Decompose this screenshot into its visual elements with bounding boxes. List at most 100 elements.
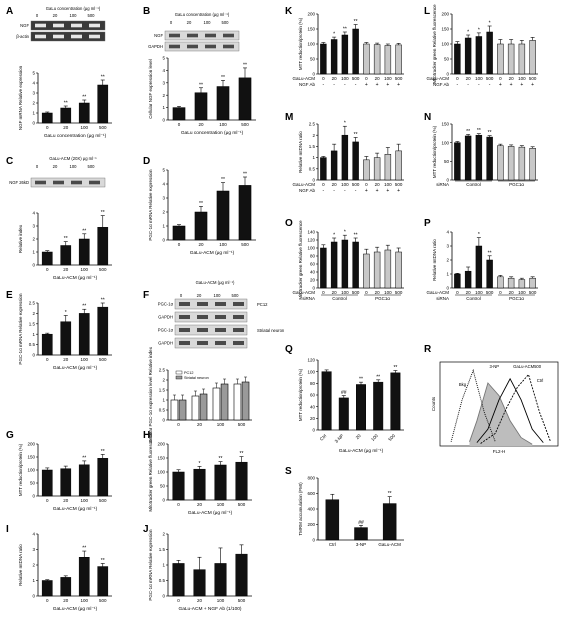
y-tick-label: 2 bbox=[32, 563, 35, 568]
x-tick-label: 500 bbox=[99, 357, 107, 362]
ab-mark: + bbox=[520, 82, 523, 88]
bar bbox=[214, 464, 227, 501]
significance-mark: ** bbox=[64, 236, 68, 242]
gel-strip bbox=[174, 298, 248, 310]
significance-mark: ** bbox=[376, 374, 380, 380]
ab-mark: - bbox=[344, 82, 346, 88]
series-label: Bkg bbox=[459, 382, 467, 387]
x-tick-label: 500 bbox=[395, 290, 403, 295]
bar bbox=[384, 153, 392, 181]
x-tick-label: 3-NP bbox=[334, 433, 345, 444]
y-tick-label: 1.5 bbox=[29, 321, 36, 326]
x-tick-label: 100 bbox=[341, 76, 349, 81]
x-tick-label: 100 bbox=[217, 422, 225, 427]
lane-label: 0 bbox=[170, 20, 173, 25]
ab-mark: - bbox=[323, 82, 325, 88]
lane-label: 100 bbox=[204, 20, 212, 25]
bar bbox=[199, 393, 208, 421]
ab-mark: + bbox=[499, 82, 502, 88]
x-tick-label: 3-NP bbox=[356, 542, 366, 547]
panel-letter: D bbox=[143, 156, 150, 167]
significance-mark: ** bbox=[82, 228, 86, 234]
y-axis-label: Relative mtDNA ratio bbox=[298, 131, 303, 173]
x-tick-label: 0 bbox=[499, 76, 502, 81]
gel-label: GAPDH bbox=[148, 44, 163, 49]
y-axis-label: PGC-1α mRNA Relative expression bbox=[148, 169, 153, 241]
x-tick-label: 500 bbox=[387, 433, 396, 442]
panel-e: E 0 0.5 1 1.5 2 2.5 PGC-1α mRNA Relative expres… bbox=[6, 290, 112, 371]
y-tick-label: 0 bbox=[312, 428, 315, 433]
significance-mark: * bbox=[333, 32, 335, 38]
y-axis-label: Cellular PGC-1α expression level Relativ… bbox=[148, 346, 153, 443]
gel-band bbox=[89, 180, 100, 185]
significance-mark: ** bbox=[354, 233, 358, 239]
series-label: GaLu-ACM500 bbox=[513, 364, 542, 369]
significance-mark: ** bbox=[101, 298, 105, 304]
row-label: GaLu-ACM bbox=[426, 290, 449, 295]
gel-strip bbox=[164, 41, 240, 52]
x-tick-label: 0 bbox=[456, 290, 459, 295]
gel-band bbox=[215, 315, 226, 319]
bar bbox=[172, 107, 186, 121]
bar bbox=[330, 150, 338, 181]
significance-mark: * bbox=[199, 461, 201, 467]
legend-swatch bbox=[175, 375, 183, 380]
x-tick-label: 100 bbox=[219, 122, 227, 127]
significance-mark: ** bbox=[343, 27, 347, 33]
bar bbox=[172, 563, 185, 597]
y-tick-label: 400 bbox=[307, 507, 315, 512]
gel-label: NGF bbox=[20, 23, 29, 28]
x-tick-label: 20 bbox=[198, 242, 204, 247]
panel-f: F 0 0.5 1 1.5 2 2.5 Cellular PGC-1α expression … bbox=[143, 280, 285, 443]
bar bbox=[60, 321, 72, 356]
gel-band bbox=[179, 341, 190, 345]
ab-mark: + bbox=[386, 82, 389, 88]
x-axis-label: GaLu-ACM (μg ml⁻¹) bbox=[53, 275, 98, 281]
gel-band bbox=[215, 302, 226, 306]
panel-letter: E bbox=[6, 290, 13, 301]
row-label: GaLu-ACM bbox=[292, 290, 315, 295]
bar bbox=[454, 43, 461, 75]
x-axis-label: GaLu-ACM (μg ml⁻¹) bbox=[53, 506, 98, 512]
y-axis-label: Cellular NGF expression level bbox=[148, 59, 153, 119]
group-label: Control bbox=[466, 296, 481, 301]
y-tick-label: 2 bbox=[162, 378, 165, 383]
gel-band bbox=[53, 34, 64, 39]
y-tick-label: 60 bbox=[310, 393, 316, 398]
panel-a: A 0 1 2 3 4 5 NGF mRNA Relative expression ** ** *… bbox=[6, 6, 112, 139]
ab-mark: - bbox=[457, 82, 459, 88]
gel-label: GAPDH bbox=[158, 315, 173, 320]
significance-mark: ** bbox=[82, 546, 86, 552]
ab-mark: - bbox=[333, 82, 335, 88]
y-tick-label: 3 bbox=[446, 244, 449, 249]
histogram-line bbox=[450, 368, 496, 442]
x-tick-label: 0 bbox=[178, 122, 181, 127]
gel-label: PGC-1α bbox=[158, 302, 174, 307]
y-tick-label: 0.5 bbox=[29, 342, 36, 347]
significance-mark: ** bbox=[477, 128, 481, 134]
y-tick-label: 0 bbox=[162, 594, 165, 599]
y-tick-label: 2 bbox=[162, 532, 165, 537]
lane-label: 100 bbox=[70, 164, 78, 169]
x-tick-label: 500 bbox=[529, 76, 537, 81]
x-axis-label: GaLu concentration (μg ml⁻¹) bbox=[44, 133, 107, 139]
series-label: 3-NP bbox=[490, 364, 500, 369]
x-axis-label: GaLu-ACM (μg ml⁻¹) bbox=[339, 448, 384, 454]
bar bbox=[363, 43, 370, 75]
panel-letter: I bbox=[6, 524, 9, 535]
y-axis-label: Counts bbox=[431, 396, 436, 411]
x-tick-label: 500 bbox=[238, 502, 246, 507]
gel-strip bbox=[30, 177, 106, 188]
y-tick-label: 0.5 bbox=[159, 578, 166, 583]
bar bbox=[475, 245, 483, 289]
gel-band bbox=[71, 34, 82, 39]
bar bbox=[238, 77, 252, 121]
bar bbox=[486, 31, 493, 75]
panel-letter: C bbox=[6, 156, 13, 167]
significance-mark: ** bbox=[393, 365, 397, 371]
y-tick-label: 0 bbox=[32, 121, 35, 126]
gel-title: GaLu-ACM (20X) μg ml⁻¹ bbox=[49, 156, 97, 161]
x-tick-label: 100 bbox=[370, 433, 379, 442]
